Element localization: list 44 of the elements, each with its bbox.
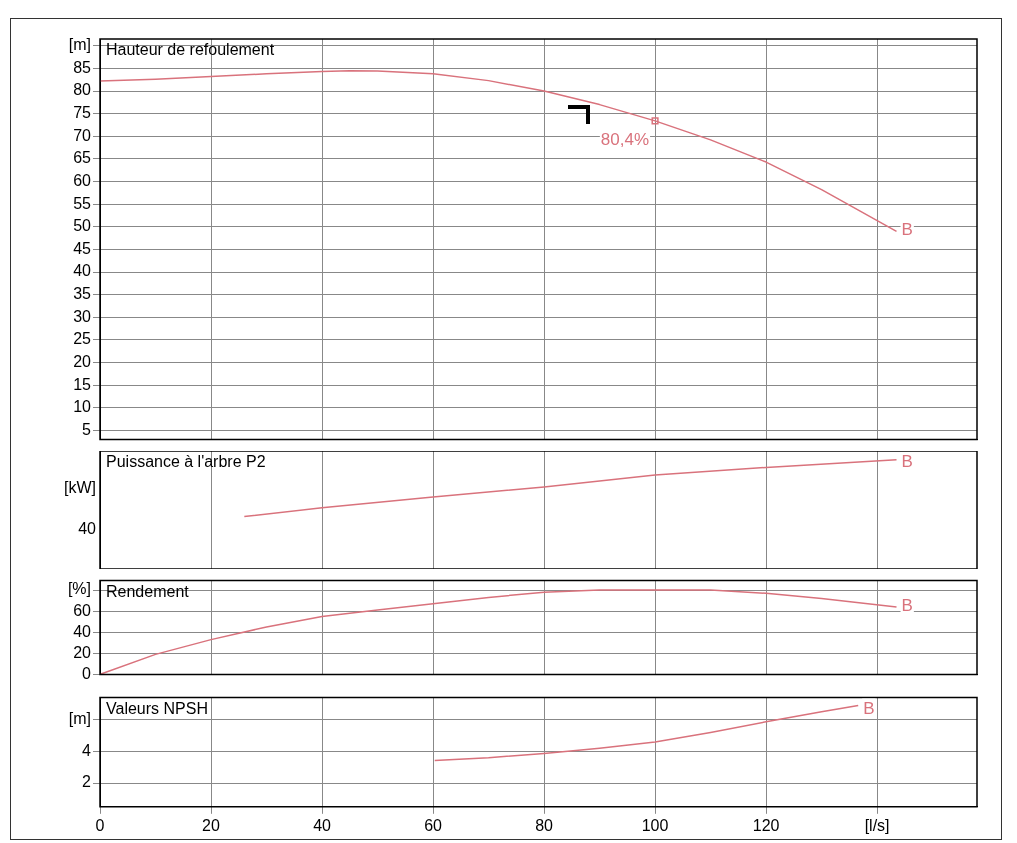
y-tick-label: 2 — [82, 773, 92, 791]
y-tick-label: 40 — [73, 262, 92, 280]
y-tick-label: [%] — [67, 580, 91, 598]
y-tick-label: 55 — [73, 194, 92, 212]
x-tick-label: 20 — [202, 816, 221, 834]
annotation: 80,4% — [600, 130, 650, 150]
y-tick-label: 30 — [73, 307, 92, 325]
y-tick-label: 0 — [82, 664, 92, 682]
y-tick-label: 4 — [82, 741, 92, 759]
y-tick-label: 20 — [73, 643, 92, 661]
annotation: B — [901, 596, 913, 616]
y-tick-label: 45 — [73, 239, 92, 257]
x-tick-label: [l/s] — [864, 816, 890, 834]
x-tick-label: 120 — [752, 816, 780, 834]
y-tick-label: 50 — [73, 217, 92, 235]
y-tick-label: [m] — [68, 36, 91, 54]
x-tick-label: 60 — [424, 816, 443, 834]
chart-title: Rendement — [106, 583, 190, 601]
annotation: B — [901, 220, 913, 240]
y-tick-label: [m] — [68, 710, 91, 728]
x-tick-label: 80 — [535, 816, 554, 834]
y-tick-label: 65 — [73, 149, 92, 167]
y-tick-label: 60 — [73, 601, 92, 619]
chart-title: Hauteur de refoulement — [106, 41, 275, 59]
y-tick-label: 40 — [73, 622, 92, 640]
y-tick-label: 20 — [73, 352, 92, 370]
y-tick-label: 10 — [73, 398, 92, 416]
y-axis-title: [kW] — [64, 479, 96, 497]
y-tick-label: 70 — [73, 126, 92, 144]
x-tick-label: 100 — [641, 816, 669, 834]
y-tick-label: 15 — [73, 375, 92, 393]
y-tick-label: 5 — [82, 420, 92, 438]
chart-title: Puissance à l'arbre P2 — [106, 453, 266, 471]
y-tick-label: 35 — [73, 285, 92, 303]
y-tick-label: 25 — [73, 330, 92, 348]
x-tick-label: 40 — [313, 816, 332, 834]
annotation: B — [901, 452, 913, 472]
chart-title: Valeurs NPSH — [106, 700, 208, 718]
annotation: B — [863, 698, 875, 718]
y-tick-label: 75 — [73, 104, 92, 122]
y-tick-label: 85 — [73, 58, 92, 76]
y-tick-label: 60 — [73, 171, 92, 189]
x-tick-label: 0 — [95, 816, 105, 834]
y-tick-label: 80 — [73, 81, 92, 99]
